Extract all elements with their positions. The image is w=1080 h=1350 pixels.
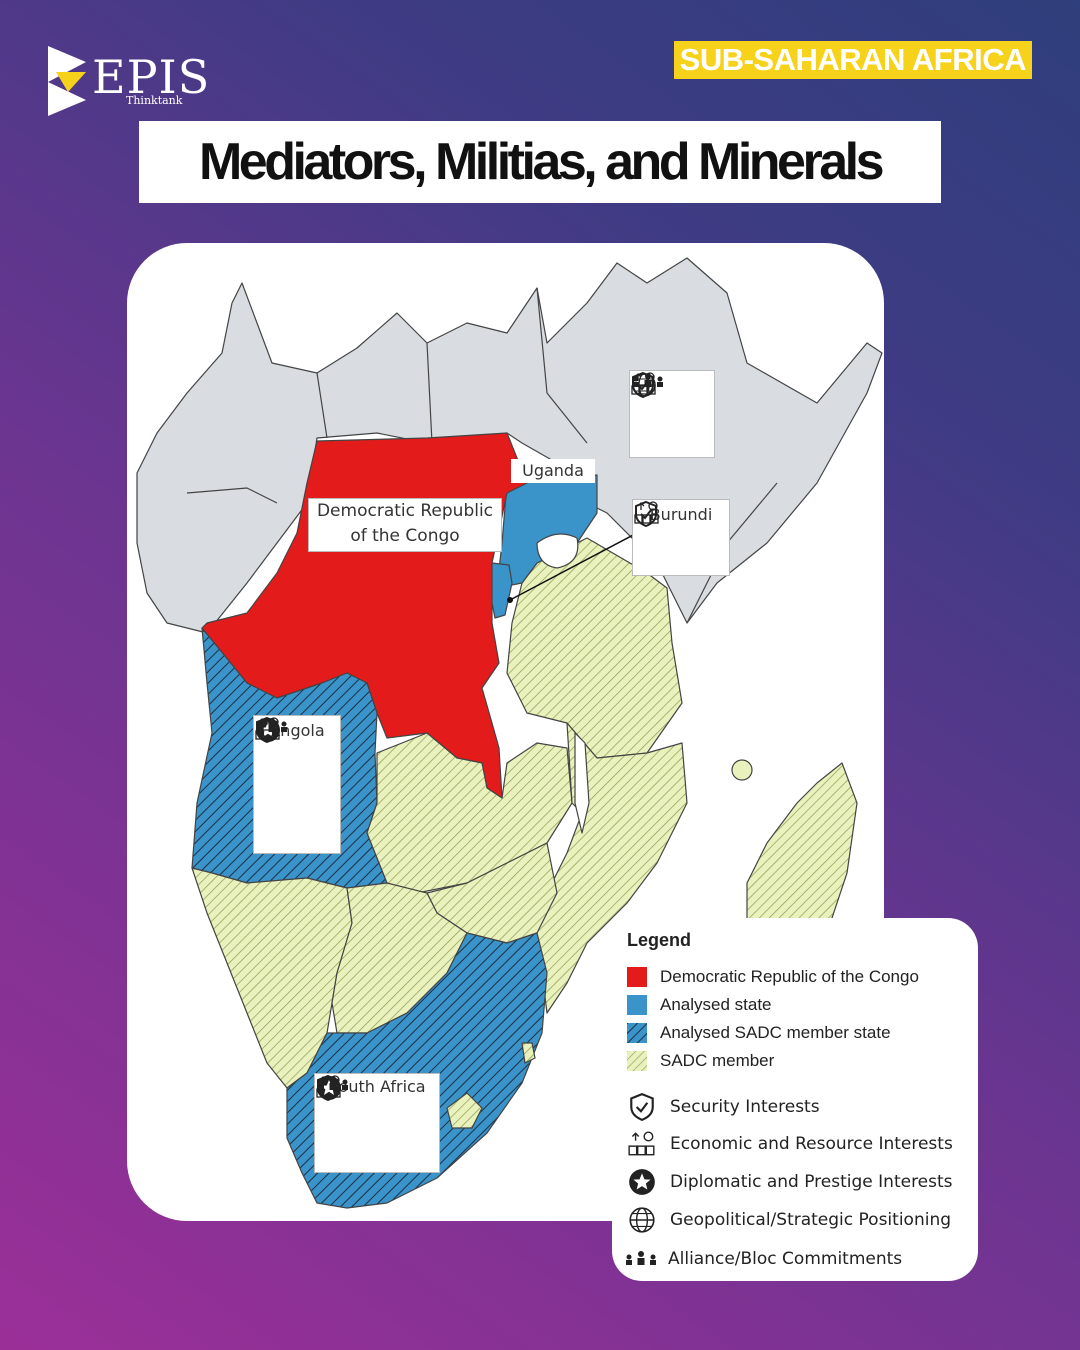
legend-item-geopolitical: Geopolitical/Strategic Positioning xyxy=(626,1205,951,1235)
legend-item-label: Economic and Resource Interests xyxy=(670,1134,953,1154)
angola-label: Angola xyxy=(253,715,341,854)
zambia xyxy=(366,732,573,894)
brand-name: EPIS xyxy=(92,50,211,104)
legend-item-label: Alliance/Bloc Commitments xyxy=(668,1249,903,1269)
analysed-swatch xyxy=(627,995,647,1015)
drc-swatch xyxy=(627,967,647,987)
coins-growth-icon xyxy=(634,501,659,524)
legend-item-label: Democratic Republic of the Congo xyxy=(660,967,919,986)
legend-item-drc: Democratic Republic of the Congo xyxy=(627,966,919,988)
legend-item-label: Diplomatic and Prestige Interests xyxy=(670,1172,953,1192)
legend-item-analysed-sadc: Analysed SADC member state xyxy=(627,1022,891,1044)
south-africa-label: South Africa xyxy=(314,1073,440,1173)
people-group-icon xyxy=(318,1076,348,1090)
legend: Legend Democratic Republic of the Congo … xyxy=(612,918,978,1281)
title-banner: Mediators, Militias, and Minerals xyxy=(139,121,941,203)
legend-item-sadc: SADC member xyxy=(627,1050,774,1072)
page-title: Mediators, Militias, and Minerals xyxy=(198,133,885,191)
legend-item-economic: Economic and Resource Interests xyxy=(626,1129,953,1159)
mozambique xyxy=(521,722,688,1014)
sadc-swatch xyxy=(627,1051,647,1071)
brand-subtitle: Thinktank xyxy=(126,94,183,107)
globe-icon xyxy=(629,1207,655,1233)
burundi-label: Burundi xyxy=(632,499,730,576)
epis-logo-mark xyxy=(48,46,86,116)
legend-item-label: Security Interests xyxy=(670,1097,820,1117)
region-tag: SUB-SAHARAN AFRICA xyxy=(673,41,1032,79)
map-card: Democratic Republic of the Congo Uganda … xyxy=(127,243,884,1221)
legend-item-label: Analysed state xyxy=(660,995,772,1014)
eswatini xyxy=(521,1042,536,1064)
star-medal-icon xyxy=(629,1169,655,1195)
legend-item-label: Geopolitical/Strategic Positioning xyxy=(670,1210,952,1230)
legend-item-label: SADC member xyxy=(660,1051,775,1070)
drc-label: Democratic Republic of the Congo xyxy=(308,498,502,552)
legend-item-alliance: Alliance/Bloc Commitments xyxy=(622,1244,902,1274)
south-africa-label-text: South Africa xyxy=(328,1077,426,1096)
legend-title: Legend xyxy=(627,930,692,950)
globe-icon xyxy=(256,718,280,742)
people-group-icon xyxy=(626,1251,656,1265)
lake-victoria xyxy=(536,533,579,569)
legend-item-analysed: Analysed state xyxy=(627,994,772,1016)
drc-label-line1: Democratic Republic xyxy=(316,501,494,521)
people-group-icon xyxy=(633,373,663,387)
lake-malawi xyxy=(574,732,590,834)
burundi-label-text: Burundi xyxy=(649,505,713,524)
coins-growth-icon xyxy=(628,1131,655,1156)
uganda-icons xyxy=(629,370,715,458)
lesotho xyxy=(446,1092,483,1129)
shield-check-icon xyxy=(630,1092,654,1122)
drc-label-line2: of the Congo xyxy=(350,526,460,546)
madagascar xyxy=(746,762,858,944)
legend-item-diplomatic: Diplomatic and Prestige Interests xyxy=(626,1167,953,1197)
comoros xyxy=(731,759,753,781)
legend-item-security: Security Interests xyxy=(626,1092,820,1122)
analysed-sadc-swatch xyxy=(627,1023,647,1043)
uganda-label-text: Uganda xyxy=(522,461,584,480)
uganda-label: Uganda xyxy=(511,459,595,483)
legend-item-label: Analysed SADC member state xyxy=(660,1023,891,1042)
uganda-shape xyxy=(496,474,598,589)
